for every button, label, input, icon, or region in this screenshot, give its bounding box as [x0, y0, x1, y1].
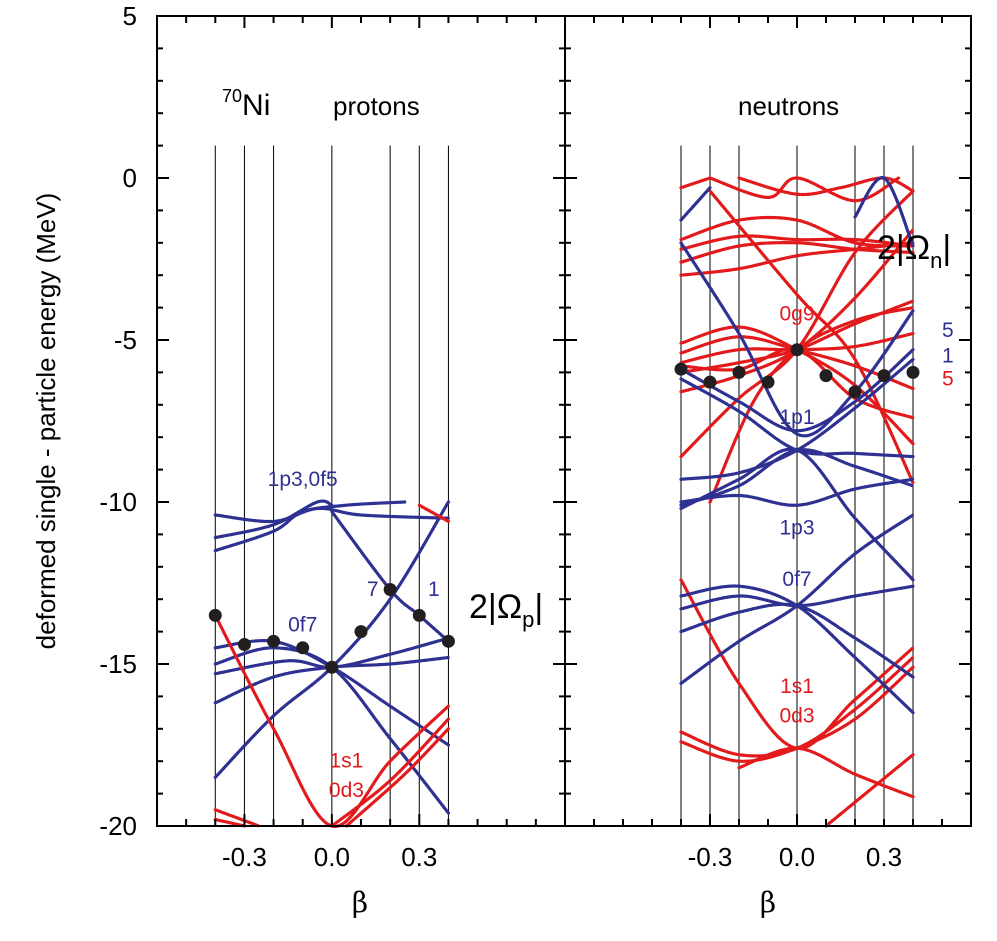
protons-level-curve	[213, 646, 450, 815]
nucleus-mass-number: 70	[222, 86, 242, 106]
fermi-markers	[208, 343, 920, 674]
protons-orbital-label: 0d3	[329, 779, 364, 802]
omega-n-label: 2|Ωn|	[877, 229, 951, 273]
neutrons-fermi-marker	[674, 362, 688, 376]
protons-orbital-label: 0f7	[288, 614, 317, 637]
neutrons-fermi-marker	[819, 369, 833, 383]
neutrons-orbital-label: 1	[942, 345, 954, 368]
neutrons-level-curve	[737, 746, 915, 799]
neutrons-level-curve	[679, 186, 712, 222]
protons-level-curve	[330, 717, 450, 828]
omega-n-sub: n	[930, 248, 942, 273]
protons-orbital-label: 1p3,0f5	[268, 468, 338, 491]
protons-fermi-marker	[208, 608, 222, 622]
protons-level-curve	[213, 500, 407, 553]
y-tick-label: 5	[123, 1, 137, 31]
neutrons-level-curve	[679, 513, 915, 685]
protons-fermi-marker	[237, 638, 251, 652]
neutrons-level-curve	[708, 189, 915, 485]
y-tick-label: 0	[123, 163, 137, 193]
nucleus-label: 70Ni	[222, 86, 270, 122]
neutrons-fermi-marker	[732, 365, 746, 379]
neutrons-level-curve	[679, 241, 915, 438]
neutrons-level-curve	[679, 447, 915, 582]
neutrons-level-curve	[679, 234, 915, 251]
neutrons-level-curve	[679, 241, 915, 277]
neutrons-fermi-marker	[703, 375, 717, 389]
y-axis-label: deformed single - particle energy (MeV)	[31, 193, 61, 650]
protons-orbital-label: 7	[367, 578, 379, 601]
protons-level-curve	[213, 613, 450, 828]
neutrons-fermi-marker	[906, 365, 920, 379]
omega-n-suffix: |	[942, 229, 951, 267]
protons-level-curve	[417, 503, 450, 523]
neutrons-orbital-label: 1s1	[780, 675, 814, 698]
y-tick-label: -10	[99, 487, 137, 517]
protons-orbital-label: 1s1	[329, 750, 363, 773]
neutrons-orbital-label: 5	[942, 319, 954, 342]
neutrons-level-curve	[824, 753, 915, 828]
neutrons-fermi-marker	[848, 385, 862, 399]
y-tick-label: -5	[114, 325, 137, 355]
neutrons-panel-title: neutrons	[738, 91, 839, 121]
protons-fermi-marker	[325, 660, 339, 674]
neutrons-level-curve	[853, 176, 915, 248]
y-tick-label: -15	[99, 649, 137, 679]
omega-n-prefix: 2|Ω	[877, 229, 930, 267]
protons-fermi-marker	[267, 634, 281, 648]
omega-p-label: 2|Ωp|	[469, 588, 543, 632]
neutrons-orbital-label: 5	[942, 367, 954, 390]
neutrons-orbital-label: 1p3	[779, 516, 814, 539]
omega-p-sub: p	[522, 607, 534, 632]
protons-fermi-marker	[441, 634, 455, 648]
text-labels: deformed single - particle energy (MeV) …	[31, 86, 951, 919]
protons-panel-title: protons	[333, 91, 420, 121]
x-tick-label: 0.3	[401, 842, 437, 872]
protons-fermi-marker	[354, 625, 368, 639]
neutrons-level-curve	[737, 176, 915, 197]
axis-ticks: 5 0 -5 -10 -15 -20 -0.3 0.0 0.3 -0.3 0.0 0.3	[99, 1, 972, 872]
protons-fermi-marker	[296, 641, 310, 655]
protons-fermi-marker	[412, 608, 426, 622]
neutrons-orbital-label: 1p1	[779, 406, 814, 429]
omega-p-prefix: 2|Ω	[469, 588, 522, 626]
neutrons-level-curve	[679, 348, 915, 433]
x-axis-label-protons: β	[352, 886, 368, 919]
neutrons-level-curve	[679, 477, 915, 507]
neutrons-level-curve	[679, 176, 712, 190]
x-tick-label: 0.0	[779, 842, 815, 872]
x-tick-label: -0.3	[222, 842, 267, 872]
neutrons-level-curve	[679, 215, 915, 248]
neutrons-fermi-marker	[761, 375, 775, 389]
omega-p-suffix: |	[534, 588, 543, 626]
neutrons-orbital-label: 0g9	[779, 303, 814, 326]
x-tick-label: -0.3	[688, 842, 733, 872]
neutrons-fermi-marker	[790, 343, 804, 357]
x-tick-label: 0.0	[314, 842, 350, 872]
protons-fermi-marker	[383, 582, 397, 596]
x-axis-label-neutrons: β	[760, 886, 776, 919]
protons-level-curve	[344, 727, 450, 828]
x-tick-label: 0.3	[866, 842, 902, 872]
protons-orbital-label: 1	[428, 578, 440, 601]
neutrons-orbital-label: 0f7	[782, 568, 811, 591]
neutrons-level-curve	[708, 176, 901, 203]
neutrons-fermi-marker	[877, 369, 891, 383]
y-tick-label: -20	[99, 811, 137, 841]
neutrons-level-curve	[679, 241, 915, 264]
nucleus-symbol: Ni	[242, 89, 270, 122]
protons-level-curve	[330, 510, 450, 643]
neutrons-orbital-label: 0d3	[779, 704, 814, 727]
